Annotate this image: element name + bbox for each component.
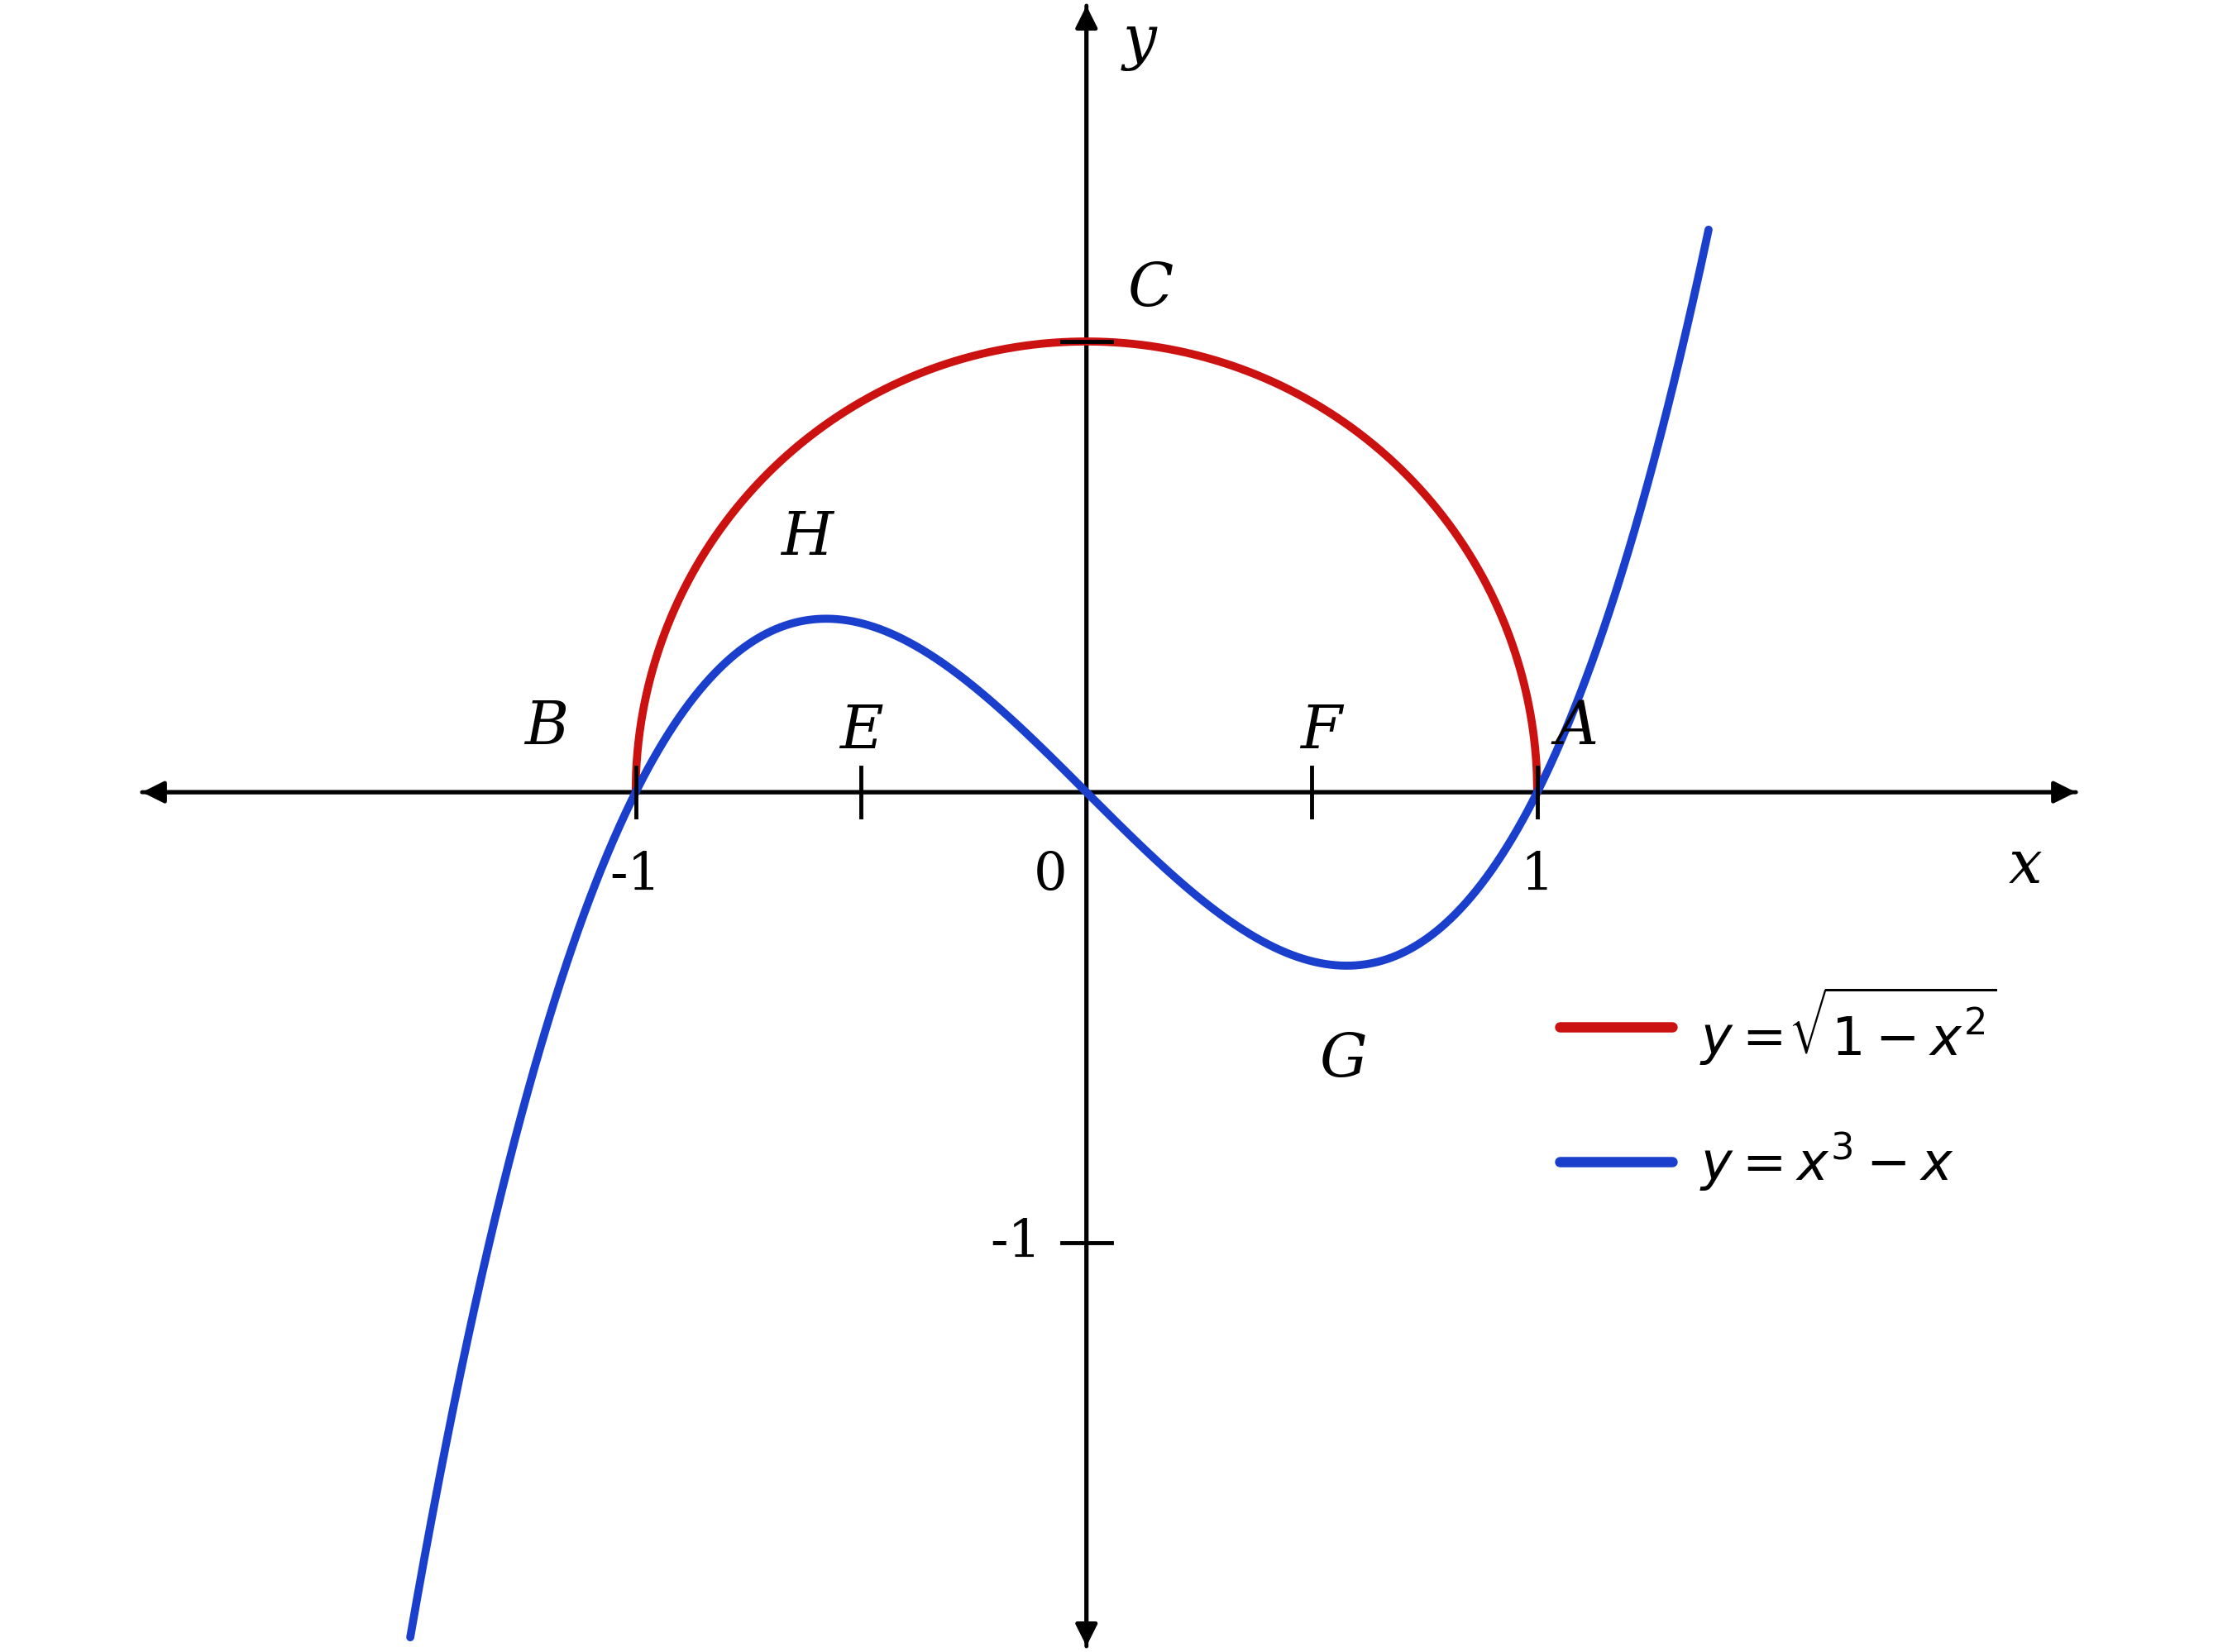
- Text: C: C: [1127, 261, 1173, 319]
- Text: $y=\!\sqrt{1-x^2}$: $y=\!\sqrt{1-x^2}$: [1699, 985, 1996, 1067]
- Text: B: B: [523, 697, 568, 757]
- Text: 0: 0: [1034, 851, 1067, 902]
- Text: -1: -1: [989, 1218, 1042, 1269]
- Text: A: A: [1555, 697, 1599, 757]
- Text: y: y: [1122, 13, 1156, 71]
- Text: $y=x^3-x$: $y=x^3-x$: [1699, 1130, 1954, 1193]
- Text: F: F: [1300, 702, 1342, 760]
- Text: x: x: [2010, 838, 2043, 895]
- Text: -1: -1: [610, 851, 661, 902]
- Text: G: G: [1320, 1031, 1366, 1089]
- Text: 1: 1: [1522, 851, 1555, 902]
- Text: E: E: [838, 702, 883, 760]
- Text: H: H: [781, 509, 834, 567]
